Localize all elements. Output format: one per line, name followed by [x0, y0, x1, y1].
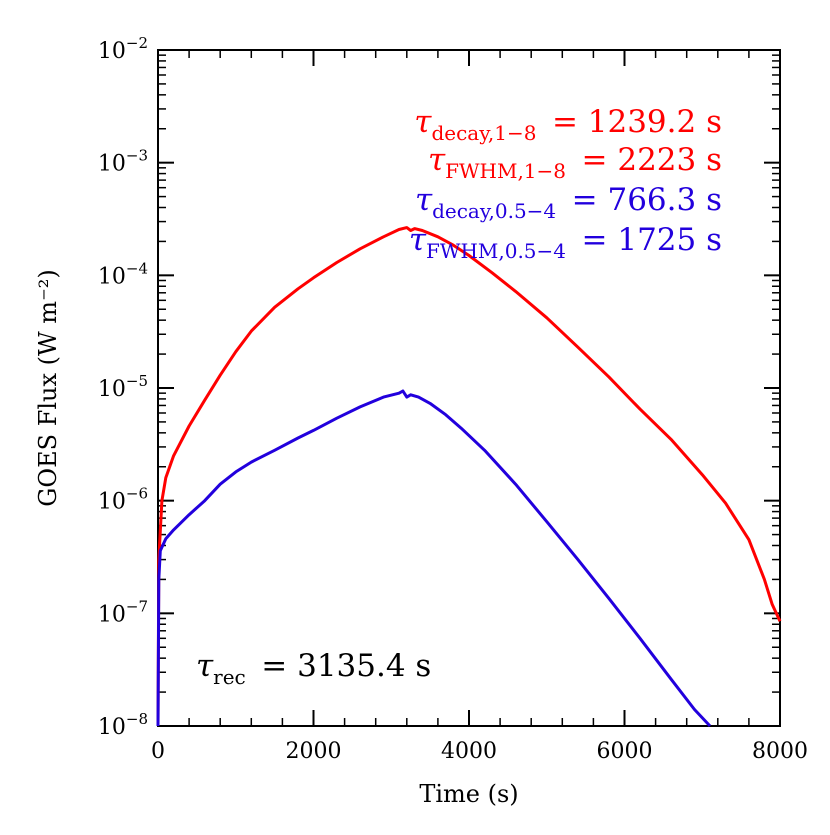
y-tick-label: 10−4 — [98, 259, 148, 289]
x-tick-label: 0 — [151, 739, 165, 764]
series-layer — [156, 226, 782, 728]
y-tick-label: 10−7 — [98, 597, 148, 627]
annotation-rec: τrec = 3135.4 s — [196, 648, 431, 689]
annotation-decay-1-8: τdecay,1−8 = 1239.2 s — [414, 104, 722, 145]
x-tick-label: 2000 — [286, 739, 342, 764]
y-tick-label: 10−5 — [98, 372, 148, 402]
y-tick-label: 10−6 — [98, 485, 148, 515]
annotation-fwhm-0.5-4: τFWHM,0.5−4 = 1725 s — [409, 222, 722, 263]
x-tick-label: 8000 — [752, 739, 808, 764]
annotation-decay-0.5-4: τdecay,0.5−4 = 766.3 s — [415, 182, 722, 223]
annotation-fwhm-1-8: τFWHM,1−8 = 2223 s — [428, 142, 722, 183]
y-tick-label: 10−3 — [98, 147, 148, 177]
x-tick-label: 4000 — [441, 739, 497, 764]
y-tick-label: 10−8 — [98, 710, 148, 740]
series-line-1-8 — [156, 226, 782, 727]
x-axis-title: Time (s) — [419, 780, 518, 808]
x-tick-label: 6000 — [597, 739, 653, 764]
y-axis-title: GOES Flux (W m⁻²) — [34, 269, 62, 506]
series-line-0.5-4 — [156, 389, 712, 728]
y-tick-label: 10−2 — [98, 34, 148, 64]
x-axis: 0 2000 4000 6000 8000 — [151, 50, 808, 764]
y-axis: 10−8 10−7 10−6 10−5 10−4 10−3 10−2 — [98, 34, 780, 740]
